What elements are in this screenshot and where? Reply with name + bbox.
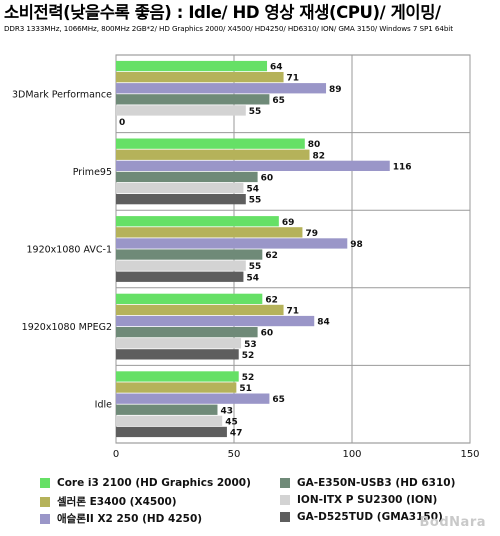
bar — [116, 304, 284, 316]
bar — [116, 216, 279, 227]
x-tick-label: 0 — [113, 449, 119, 460]
category-label: 1920x1080 AVC-1 — [27, 245, 113, 256]
bar — [116, 249, 263, 260]
bar-value-label: 51 — [239, 384, 252, 394]
bar — [116, 72, 284, 83]
bar — [116, 327, 258, 338]
bar — [116, 171, 258, 183]
bar — [116, 393, 270, 404]
bar — [116, 138, 305, 149]
bar-value-label: 65 — [272, 96, 285, 106]
bar-value-label: 0 — [119, 118, 125, 128]
bar-value-label: 79 — [305, 229, 318, 239]
bar — [116, 293, 263, 304]
x-tick-label: 150 — [460, 449, 479, 460]
category-label: Idle — [95, 400, 112, 411]
bar — [116, 426, 227, 438]
bar — [116, 382, 237, 393]
bar-value-label: 55 — [249, 107, 262, 117]
bar — [116, 60, 268, 72]
bar-value-label: 80 — [308, 140, 321, 150]
bar-value-label: 71 — [287, 307, 300, 317]
bar-value-label: 55 — [249, 262, 262, 272]
bar-value-label: 60 — [261, 174, 274, 184]
bar-value-label: 62 — [265, 295, 278, 305]
bar-value-label: 116 — [393, 162, 412, 172]
bar-value-label: 62 — [265, 251, 278, 261]
bar-value-label: 69 — [282, 218, 295, 228]
bar-value-label: 98 — [350, 240, 363, 250]
bar — [116, 260, 246, 271]
bar — [116, 149, 310, 160]
bar-value-label: 52 — [242, 373, 255, 383]
bar — [116, 182, 244, 194]
bar-value-label: 43 — [220, 406, 233, 416]
category-label: 1920x1080 MPEG2 — [22, 322, 112, 333]
bar — [116, 404, 218, 415]
bar-value-label: 53 — [244, 340, 257, 350]
bar-value-label: 64 — [270, 63, 283, 73]
bar-value-label: 82 — [313, 151, 326, 161]
x-tick-label: 100 — [342, 449, 361, 460]
bar — [116, 105, 246, 116]
bar — [116, 271, 244, 282]
bar-value-label: 54 — [246, 273, 259, 283]
bar-value-label: 54 — [246, 185, 259, 195]
bar-value-label: 89 — [329, 85, 342, 95]
category-label: Prime95 — [73, 167, 112, 178]
bar — [116, 415, 223, 426]
watermark: BodNara — [419, 515, 486, 530]
bar-value-label: 55 — [249, 196, 262, 206]
bar — [116, 349, 239, 360]
bar-value-label: 84 — [317, 318, 330, 328]
bar — [116, 371, 239, 382]
bar — [116, 194, 246, 205]
bar — [116, 83, 327, 94]
bar — [116, 338, 242, 349]
bar — [116, 315, 315, 327]
chart-title: 소비전력(낮을수록 좋음) : Idle/ HD 영상 재생(CPU)/ 게이밍… — [4, 3, 441, 22]
bar-value-label: 52 — [242, 351, 255, 361]
bar-value-label: 45 — [225, 417, 238, 427]
chart-subtitle: DDR3 1333MHz, 1066MHz, 800MHz 2GB*2/ HD … — [4, 24, 453, 33]
bar-value-label: 60 — [261, 329, 274, 339]
x-tick-label: 50 — [228, 449, 241, 460]
category-label: 3DMark Performance — [12, 89, 112, 100]
bar-value-label: 71 — [287, 74, 300, 84]
bar-value-label: 47 — [230, 429, 243, 439]
bar — [116, 160, 390, 171]
bar — [116, 238, 348, 249]
bar — [116, 94, 270, 105]
bar — [116, 227, 303, 238]
bar-value-label: 65 — [272, 395, 285, 405]
